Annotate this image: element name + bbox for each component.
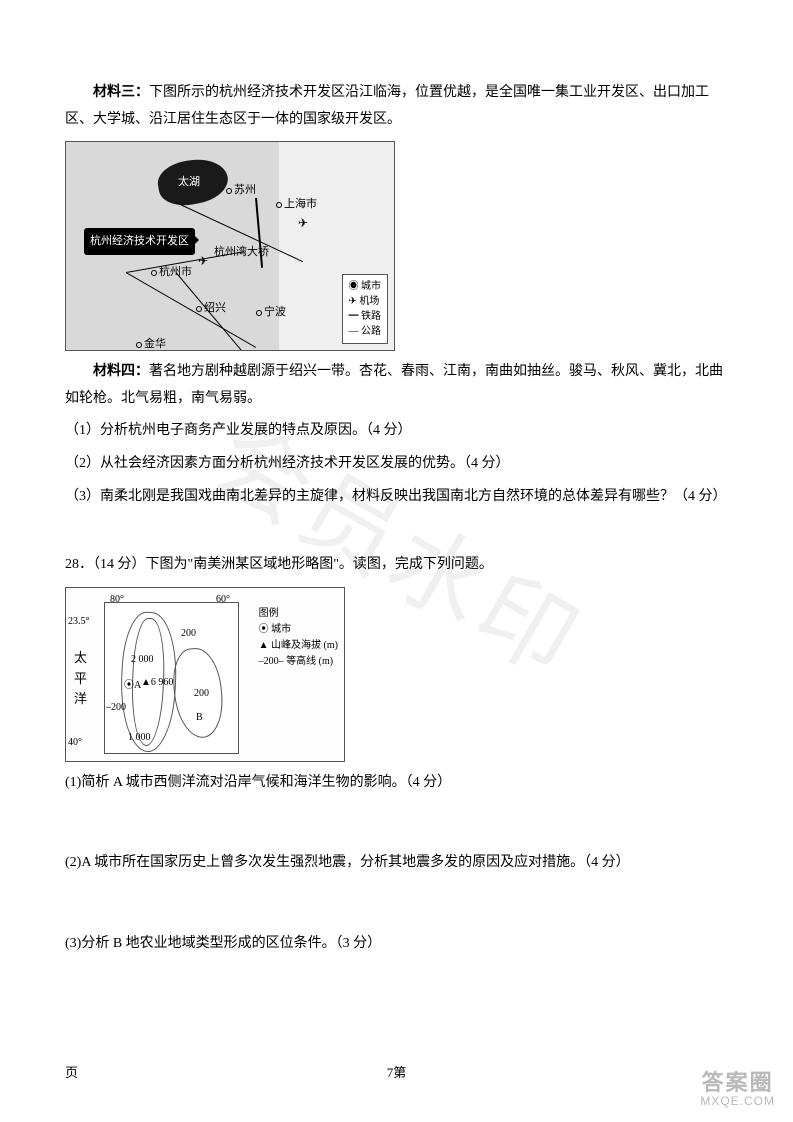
material4-label: 材料四： xyxy=(93,364,149,379)
map1-city-suzhou: 苏州 xyxy=(226,180,256,201)
spacer xyxy=(65,883,728,925)
q27-1: （1）分析杭州电子商务产业发展的特点及原因。（4 分） xyxy=(65,418,728,445)
map1-legend: ◉ 城市 ✈ 机场 ━ 铁路 — 公路 xyxy=(342,274,389,344)
map1-devzone-badge: 杭州经济技术开发区 xyxy=(84,228,195,255)
material4-text: 著名地方剧种越剧源于绍兴一带。杏花、春雨、江南，南曲如抽丝。骏马、秋风、冀北，北… xyxy=(65,364,723,406)
map2-legend-title: 图例 xyxy=(259,606,338,622)
material4-para: 材料四：著名地方剧种越剧源于绍兴一带。杏花、春雨、江南，南曲如抽丝。骏马、秋风、… xyxy=(65,359,728,412)
map2-c1000: 1 000 xyxy=(128,728,151,747)
map2-figure: 80° 60° 23.5° 40° 太 平 洋 ⦿A B ▲6 960 2 00… xyxy=(65,587,728,762)
map1-bridge-label: 杭州湾大桥 xyxy=(214,242,269,263)
corner-logo-title: 答案圈 xyxy=(700,1071,775,1095)
airport-icon: ✈ xyxy=(298,212,308,235)
legend-city: ◉ 城市 xyxy=(349,279,382,294)
q28-stem: 28．（14 分）下图为"南美洲某区域地形略图"。读图，完成下列问题。 xyxy=(65,552,728,579)
map2-c200a: 200 xyxy=(181,624,196,643)
spacer xyxy=(65,802,728,844)
map1-city-ningbo: 宁波 xyxy=(256,302,286,323)
material3-label: 材料三： xyxy=(93,85,149,100)
map1-image: 太湖 杭州经济技术开发区 苏州 上海市 杭州市 绍兴 宁波 金华 ✈ ✈ 杭州湾… xyxy=(65,141,395,351)
q27-3: （3）南柔北刚是我国戏曲南北差异的主旋律，材料反映出我国南北方自然环境的总体差异… xyxy=(65,484,728,511)
footer-center: 7第 xyxy=(65,1061,728,1086)
airport-icon: ✈ xyxy=(198,250,208,273)
map2-legend: 图例 ⦿ 城市 ▲ 山峰及海拔 (m) –200– 等高线 (m) xyxy=(259,606,338,670)
map2-c200b: 200 xyxy=(194,684,209,703)
corner-logo-sub: MXQE.COM xyxy=(700,1095,775,1108)
map2-ocean-2: 平 xyxy=(74,669,87,690)
map2-neg200: –200 xyxy=(106,698,126,717)
map2-peak: ▲6 960 xyxy=(141,673,173,692)
spacer xyxy=(65,516,728,546)
map1-city-shanghai: 上海市 xyxy=(276,194,317,215)
legend-airport: ✈ 机场 xyxy=(349,294,382,309)
map1-figure: 太湖 杭州经济技术开发区 苏州 上海市 杭州市 绍兴 宁波 金华 ✈ ✈ 杭州湾… xyxy=(65,141,728,351)
map2-B: B xyxy=(196,708,203,727)
map1-city-hangzhou: 杭州市 xyxy=(151,262,192,283)
legend-highway: — 公路 xyxy=(349,324,382,339)
map2-lat-s: 40° xyxy=(68,733,82,752)
q28-3: (3)分析 B 地农业地域类型形成的区位条件。（3 分） xyxy=(65,931,728,958)
map2-ocean-1: 太 xyxy=(74,648,87,669)
map2-c2000: 2 000 xyxy=(131,650,154,669)
material3-text: 下图所示的杭州经济技术开发区沿江临海，位置优越，是全国唯一集工业开发区、出口加工… xyxy=(65,85,709,127)
map2-ocean-3: 洋 xyxy=(74,689,87,710)
map2-ocean-label: 太 平 洋 xyxy=(74,648,87,710)
q27-2: （2）从社会经济因素方面分析杭州经济技术开发区发展的优势。（4 分） xyxy=(65,451,728,478)
q28-1: (1)简析 A 城市西侧洋流对沿岸气候和海洋生物的影响。（4 分） xyxy=(65,770,728,797)
map2-legend-contour: –200– 等高线 (m) xyxy=(259,654,338,670)
map2-lat-n: 23.5° xyxy=(68,612,90,631)
map1-city-shaoxing: 绍兴 xyxy=(196,298,226,319)
corner-logo: 答案圈 MXQE.COM xyxy=(700,1071,775,1108)
map2-legend-city: ⦿ 城市 xyxy=(259,622,338,638)
material3-para: 材料三：下图所示的杭州经济技术开发区沿江临海，位置优越，是全国唯一集工业开发区、… xyxy=(65,80,728,133)
legend-railway: ━ 铁路 xyxy=(349,309,382,324)
q28-2: (2)A 城市所在国家历史上曾多次发生强烈地震，分析其地震多发的原因及应对措施。… xyxy=(65,850,728,877)
map1-city-jinhua: 金华 xyxy=(136,334,166,351)
map1-lake-label: 太湖 xyxy=(178,172,200,193)
map2-image: 80° 60° 23.5° 40° 太 平 洋 ⦿A B ▲6 960 2 00… xyxy=(65,587,345,762)
map2-legend-peak: ▲ 山峰及海拔 (m) xyxy=(259,638,338,654)
map2-A: ⦿A xyxy=(124,676,141,695)
